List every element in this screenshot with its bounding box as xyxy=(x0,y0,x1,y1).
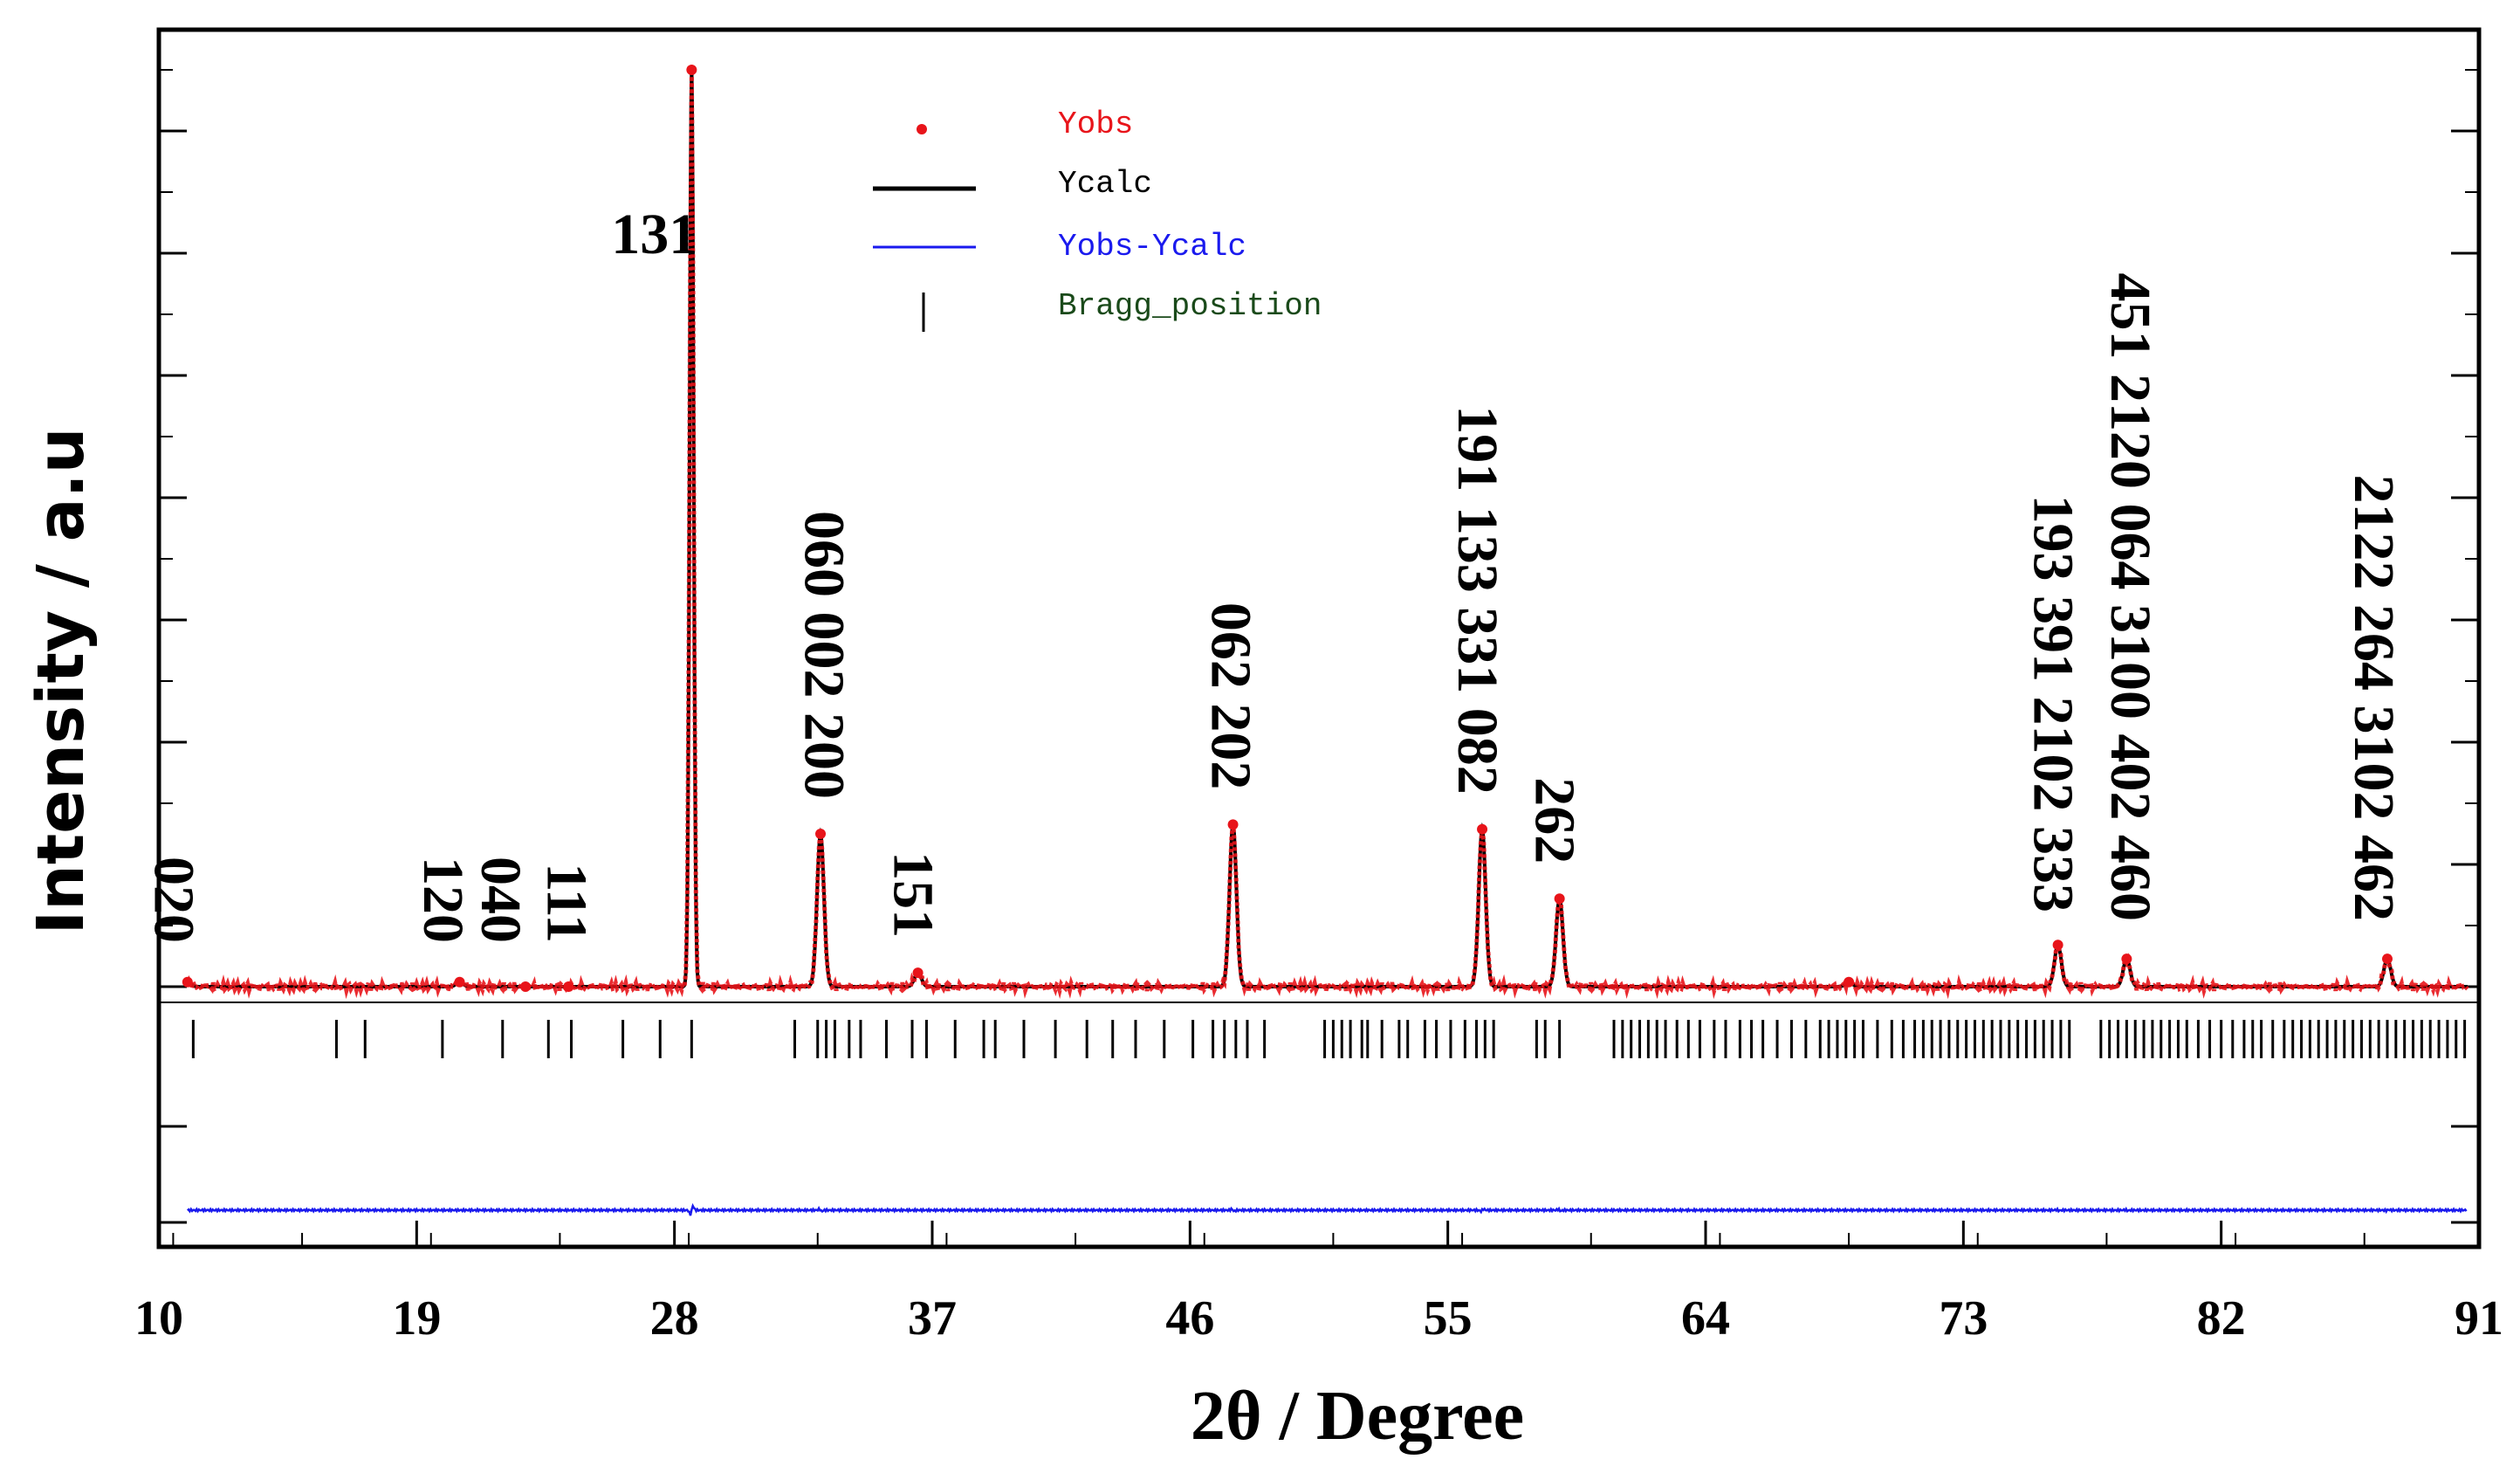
bragg-tick-group xyxy=(191,1020,2467,1058)
x-tick-label-37: 37 xyxy=(908,1291,957,1346)
peak-label-6: 151 xyxy=(881,851,944,938)
plot-frame xyxy=(156,27,2482,1249)
legend: Yobs Ycalc Yobs-Ycalc Bragg_position xyxy=(873,107,1322,332)
peak-label-4: 111 xyxy=(534,863,598,943)
x-tick-label-73: 73 xyxy=(1939,1291,1988,1346)
peak-label-1: 020 xyxy=(142,857,206,943)
x-tick-label-28: 28 xyxy=(650,1291,699,1346)
yobs-peak-point-9 xyxy=(1554,893,1565,905)
yobs-peak-point-4 xyxy=(686,65,697,75)
axis-ticks xyxy=(157,69,2481,1247)
peak-label-11: 451 2120 064 3100 402 460 xyxy=(2098,273,2162,922)
peak-label-10: 193 391 2102 333 xyxy=(2021,495,2084,913)
yobs-peak-point-10 xyxy=(1844,976,1855,988)
peak-label-7: 062 202 xyxy=(1199,602,1263,790)
yobs-peak-point-5 xyxy=(815,829,827,839)
yobs-peak-point-12 xyxy=(2121,953,2132,965)
x-tick-label-10: 10 xyxy=(134,1291,183,1346)
x-tick-label-19: 19 xyxy=(392,1291,441,1346)
yobs-peak-point-6 xyxy=(912,967,924,979)
yobs-peak-point-13 xyxy=(2381,953,2393,965)
peak-label-9: 262 xyxy=(1522,777,1586,864)
x-tick-label-91: 91 xyxy=(2455,1291,2503,1346)
difference-curve-group xyxy=(186,1202,2468,1216)
legend-yobs-marker xyxy=(917,124,927,134)
x-tick-label-55: 55 xyxy=(1424,1291,1473,1346)
peak-label-2: 120 xyxy=(411,857,475,943)
peak-label-12: 2122 264 3102 462 xyxy=(2342,475,2406,922)
legend-yobs-label: Yobs xyxy=(1058,107,1133,142)
y-axis-title: Intensity / a.u xyxy=(24,428,99,935)
legend-bragg-label: Bragg_position xyxy=(1058,288,1322,324)
peak-label-3: 040 xyxy=(469,857,532,943)
observed-points-group xyxy=(182,65,2469,1000)
x-tick-label-82: 82 xyxy=(2197,1291,2246,1346)
x-tick-labels: 10 19 28 37 46 55 64 73 82 91 xyxy=(134,1291,2503,1346)
yobs-peak-point-7 xyxy=(1227,819,1239,830)
yobs-peak-point-2 xyxy=(520,981,532,992)
x-axis-title: 2θ / Degree xyxy=(1191,1378,1524,1455)
peak-label-0: 131 xyxy=(611,203,697,266)
yobs-peak-point-0 xyxy=(182,976,193,988)
yobs-peak-point-8 xyxy=(1477,823,1488,835)
yobs-peak-point-3 xyxy=(563,981,574,992)
legend-diff-label: Yobs-Ycalc xyxy=(1058,229,1246,265)
yobs-ycalc-line xyxy=(186,1202,2468,1216)
x-tick-label-64: 64 xyxy=(1681,1291,1730,1346)
yobs-peak-point-11 xyxy=(2052,940,2063,951)
yobs-peak-point-1 xyxy=(454,976,465,988)
x-tick-label-46: 46 xyxy=(1165,1291,1214,1346)
peak-label-5: 060 002 200 xyxy=(793,511,856,799)
legend-ycalc-label: Ycalc xyxy=(1058,166,1152,202)
peak-label-8: 191 133 331 082 xyxy=(1445,405,1509,795)
